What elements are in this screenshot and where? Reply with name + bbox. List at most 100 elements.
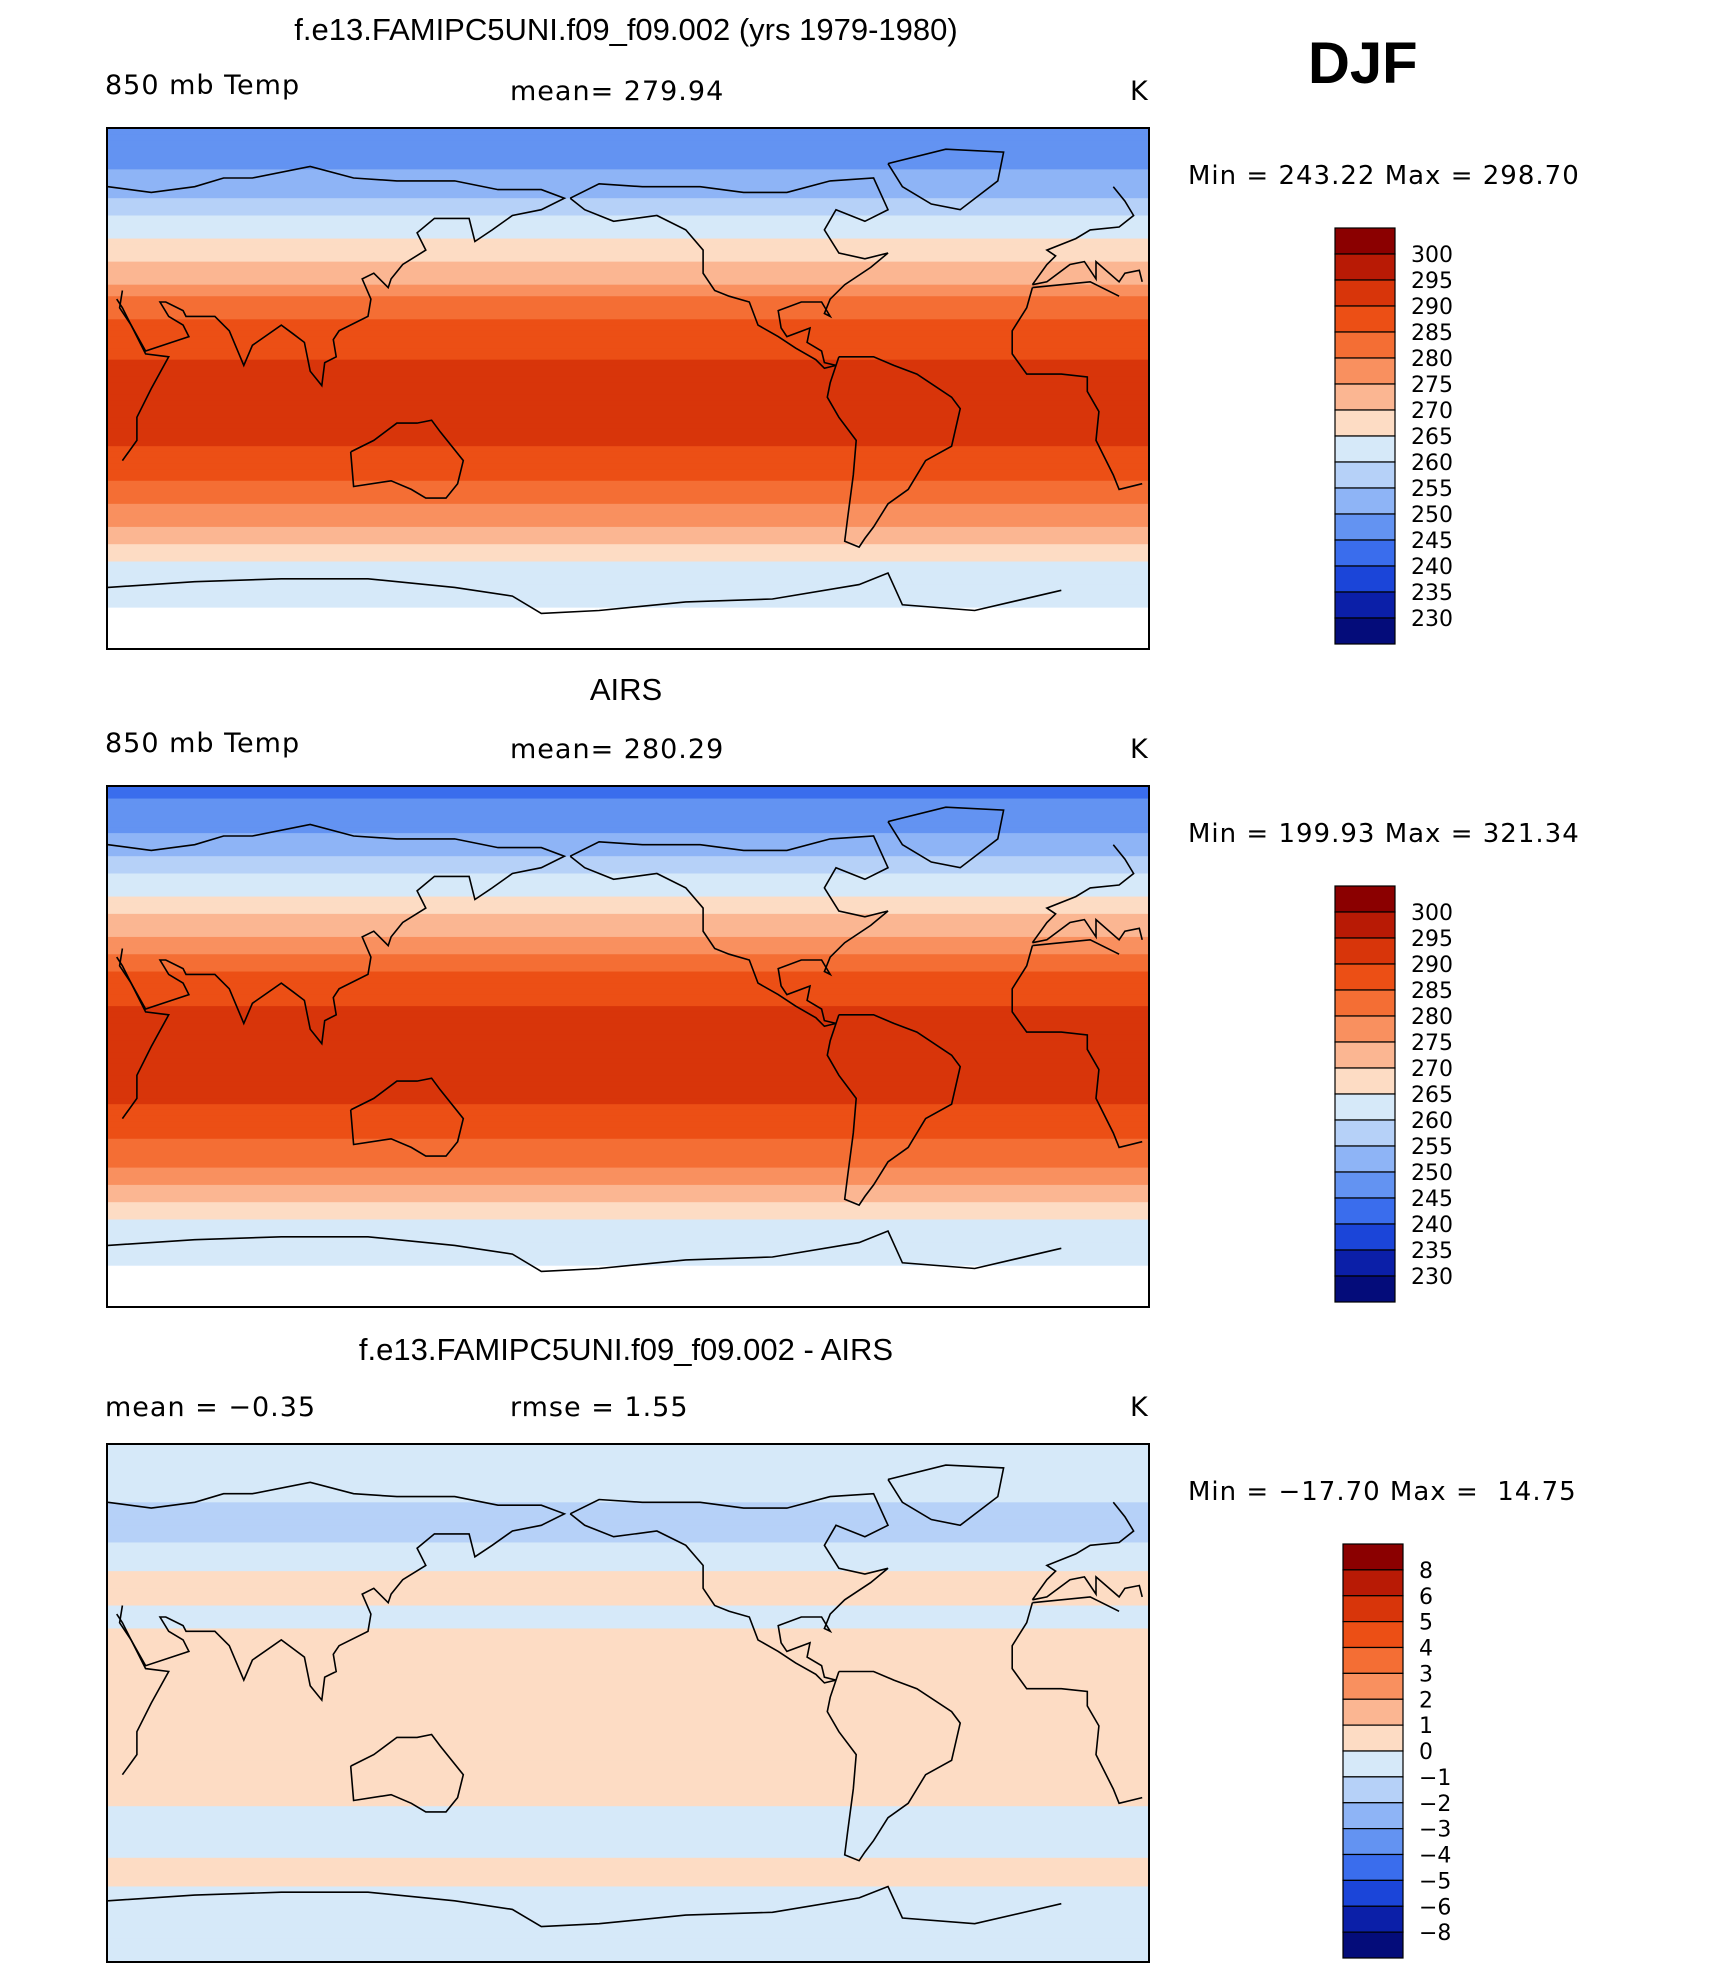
map-band — [108, 1479, 1148, 1486]
map-band — [108, 290, 1148, 297]
map-band — [108, 336, 1148, 343]
map-band — [108, 1926, 1148, 1933]
map-band — [108, 1622, 1148, 1630]
map-band — [108, 1743, 1148, 1750]
map-band — [108, 1594, 1148, 1601]
map-band — [108, 1685, 1148, 1693]
map-band — [108, 1138, 1148, 1146]
map-band — [108, 434, 1148, 441]
coastline — [107, 823, 1143, 1046]
map-band — [108, 451, 1148, 459]
map-band — [108, 359, 1148, 367]
map-band — [108, 590, 1148, 597]
panel-1-variable-label: 850 mb Temp — [105, 70, 301, 101]
map-band — [108, 129, 1148, 136]
colorbar-swatch — [1334, 617, 1396, 645]
map-band — [108, 440, 1148, 447]
map-band — [108, 538, 1148, 545]
colorbar-swatch — [1334, 963, 1396, 991]
map-band — [108, 584, 1148, 591]
panel-3-units-label: K — [1130, 1392, 1149, 1423]
map-band — [108, 1115, 1148, 1123]
map-band — [108, 1754, 1148, 1761]
map-band — [108, 1817, 1148, 1824]
map-band — [108, 1445, 1148, 1452]
colorbar-tick-label: 240 — [1411, 555, 1453, 580]
colorbar-swatch — [1342, 1931, 1404, 1959]
map-band — [108, 1645, 1148, 1652]
map-band — [108, 1456, 1148, 1463]
colorbar-tick-label: 3 — [1419, 1662, 1433, 1687]
panel-1-units-label: K — [1130, 76, 1149, 107]
map-band — [108, 1662, 1148, 1670]
map-band — [108, 931, 1148, 938]
map-band — [108, 319, 1148, 326]
map-band — [108, 1236, 1148, 1244]
coastlines — [107, 806, 1143, 1273]
missing-data-region — [108, 607, 1148, 648]
map-band — [108, 1949, 1148, 1956]
map-band — [108, 1040, 1148, 1048]
coastline — [569, 1492, 890, 1684]
map-band — [108, 209, 1148, 217]
map-band — [108, 1219, 1148, 1226]
map-band — [108, 284, 1148, 292]
colorbar-tick-label: 250 — [1411, 503, 1453, 528]
map-band — [108, 1207, 1148, 1215]
map-band — [108, 1259, 1148, 1267]
map-band — [108, 1783, 1148, 1790]
colorbar-swatch — [1342, 1672, 1404, 1700]
map-band — [108, 1771, 1148, 1779]
map-band — [108, 1617, 1148, 1624]
colorbar-swatch — [1342, 1646, 1404, 1674]
map-band — [108, 983, 1148, 990]
map-band — [108, 1156, 1148, 1163]
map-band — [108, 480, 1148, 488]
colorbar-tick-label: 255 — [1411, 1135, 1453, 1160]
map-band — [108, 152, 1148, 159]
colorbar-tick-label: 1 — [1419, 1714, 1433, 1739]
colorbar-swatch — [1334, 1223, 1396, 1251]
colorbar-tick-label: 275 — [1411, 373, 1453, 398]
map-band — [108, 1017, 1148, 1025]
map-band — [108, 1167, 1148, 1174]
map-band — [108, 867, 1148, 875]
map-band — [108, 302, 1148, 309]
map-band — [108, 1932, 1148, 1939]
map-band — [108, 1150, 1148, 1157]
colorbar-tick-label: 280 — [1411, 1005, 1453, 1030]
map-band — [108, 896, 1148, 903]
map-band — [108, 1880, 1148, 1888]
panel-2-colorbar: 3002952902852802752702652602552502452402… — [1334, 885, 1453, 1303]
coastline — [107, 165, 1143, 388]
map-band — [108, 255, 1148, 263]
map-band — [108, 1225, 1148, 1232]
colorbar-tick-label: −4 — [1419, 1844, 1451, 1869]
map-band — [108, 1668, 1148, 1675]
colorbar-swatch — [1342, 1828, 1404, 1856]
map-band — [108, 1909, 1148, 1916]
map-band — [108, 919, 1148, 926]
map-band — [108, 1254, 1148, 1261]
panel-1-minmax: Min = 243.22 Max = 298.70 — [1188, 161, 1580, 191]
map-band — [108, 1892, 1148, 1899]
colorbar-tick-label: 235 — [1411, 581, 1453, 606]
map-band — [108, 954, 1148, 961]
map-band — [108, 325, 1148, 332]
map-band — [108, 1846, 1148, 1853]
map-band — [108, 388, 1148, 395]
colorbar-swatch — [1342, 1802, 1404, 1830]
colorbar-tick-label: −5 — [1419, 1869, 1451, 1894]
colorbar-tick-label: 275 — [1411, 1031, 1453, 1056]
map-band — [108, 1161, 1148, 1169]
panel-1-title: f.e13.FAMIPC5UNI.f09_f09.002 (yrs 1979-1… — [294, 12, 958, 47]
colorbar-swatch — [1334, 1249, 1396, 1277]
map-band — [108, 250, 1148, 257]
map-band — [108, 307, 1148, 315]
colorbar-swatch — [1342, 1905, 1404, 1933]
map-band — [108, 1886, 1148, 1893]
map-band — [108, 1582, 1148, 1589]
colorbar-tick-label: 245 — [1411, 529, 1453, 554]
map-band — [108, 353, 1148, 361]
coastlines — [107, 1464, 1143, 1928]
